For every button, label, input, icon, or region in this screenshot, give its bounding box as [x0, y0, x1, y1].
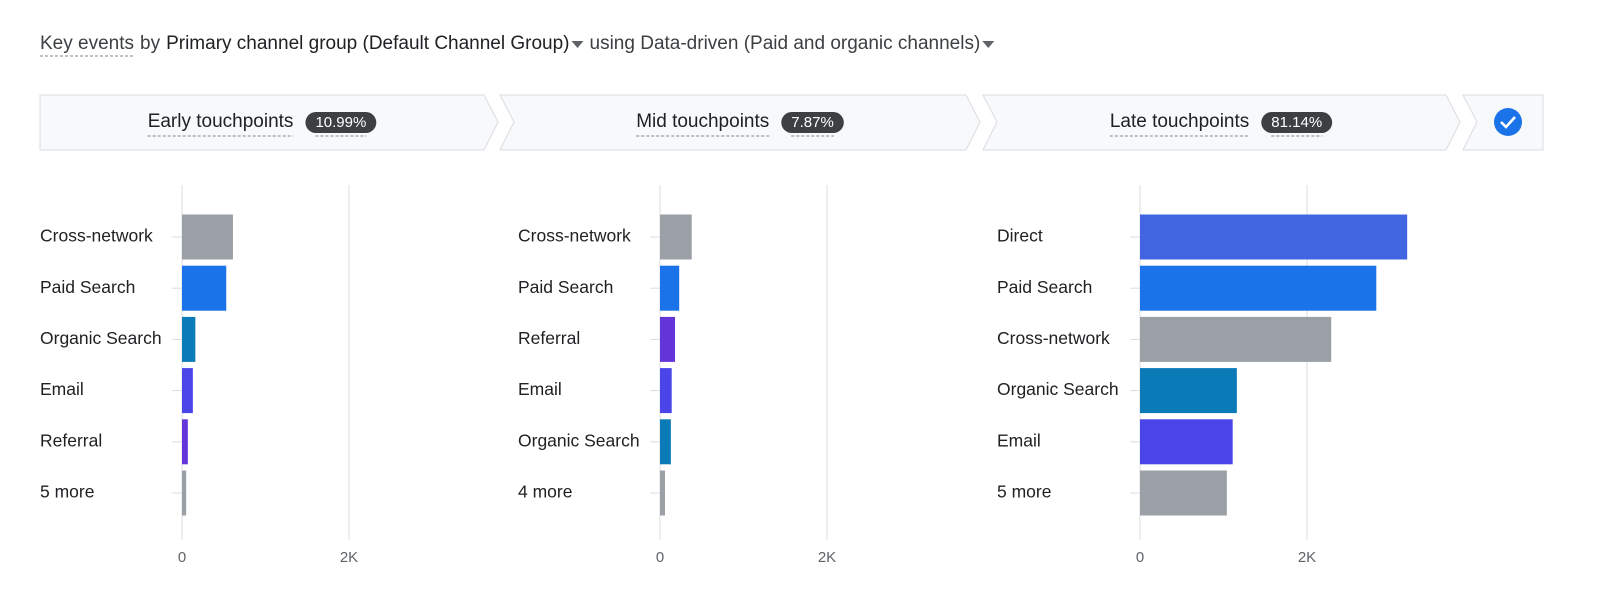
- bar[interactable]: [660, 368, 672, 414]
- stage-label: Early touchpoints: [148, 111, 294, 132]
- dropdown-caret: [982, 41, 995, 48]
- category-label: Organic Search: [40, 328, 162, 348]
- category-label: Direct: [997, 226, 1043, 246]
- share-badge: [781, 112, 844, 133]
- category-label: 5 more: [997, 482, 1051, 502]
- category-label: Email: [40, 379, 84, 399]
- category-label: Email: [997, 430, 1041, 450]
- bar[interactable]: [182, 419, 188, 465]
- bar[interactable]: [1140, 419, 1233, 465]
- x-tick-label: 2K: [1298, 549, 1316, 566]
- check-mark: [1500, 116, 1516, 129]
- category-label: Paid Search: [518, 277, 613, 297]
- bar[interactable]: [1140, 316, 1332, 362]
- x-tick-label: 2K: [340, 549, 358, 566]
- check-icon: [1494, 108, 1522, 136]
- category-label: Referral: [40, 430, 102, 450]
- category-label: Paid Search: [997, 277, 1092, 297]
- header-by: by: [140, 33, 161, 54]
- bar[interactable]: [1140, 470, 1227, 516]
- share-badge: [1261, 112, 1333, 133]
- bar[interactable]: [660, 214, 692, 260]
- bar[interactable]: [182, 214, 233, 260]
- stage-label: Late touchpoints: [1110, 111, 1249, 132]
- stage-share: 10.99%: [315, 114, 366, 131]
- category-label: Email: [518, 379, 562, 399]
- bar[interactable]: [1140, 368, 1237, 414]
- category-label: 5 more: [40, 482, 94, 502]
- category-label: Paid Search: [40, 277, 135, 297]
- header-using: using Data-driven (Paid and organic chan…: [590, 33, 981, 54]
- stage-tab[interactable]: [499, 94, 981, 151]
- category-label: Organic Search: [997, 379, 1119, 399]
- category-label: Organic Search: [518, 430, 640, 450]
- header-metric: Key events: [40, 33, 134, 54]
- bar-chart: 0 2K Cross-network Paid Search Organic Searc…: [40, 185, 358, 566]
- x-tick-label: 0: [1136, 549, 1144, 566]
- stage-share: 7.87%: [791, 114, 834, 131]
- x-tick-label: 2K: [818, 549, 836, 566]
- header: Key events by Primary channel group (Defau…: [40, 33, 995, 57]
- bar-chart: 0 2K Direct Paid Search Cross-network Organic…: [997, 185, 1408, 566]
- bar-chart: 0 2K Cross-network Paid Search Referral Email…: [518, 185, 836, 566]
- share-badge: [305, 112, 377, 133]
- stage-tabs: Early touchpoints 10.99% Mid touchpoints 7.…: [39, 94, 1544, 151]
- x-tick-label: 0: [178, 549, 186, 566]
- category-label: Cross-network: [40, 226, 153, 246]
- category-label: Cross-network: [997, 328, 1110, 348]
- header-dimension: Primary channel group (Default Channel G…: [166, 33, 569, 54]
- category-label: 4 more: [518, 482, 572, 502]
- category-label: Referral: [518, 328, 580, 348]
- bar[interactable]: [660, 316, 676, 362]
- bar[interactable]: [182, 265, 227, 311]
- bar[interactable]: [1140, 265, 1377, 311]
- stage-share: 81.14%: [1271, 114, 1322, 131]
- stage-label: Mid touchpoints: [636, 111, 769, 132]
- dropdown-caret: [571, 41, 584, 48]
- x-tick-label: 0: [656, 549, 664, 566]
- bar[interactable]: [660, 265, 680, 311]
- bar[interactable]: [182, 368, 193, 414]
- bar[interactable]: [1140, 214, 1408, 260]
- bar[interactable]: [660, 419, 671, 465]
- stage-tab[interactable]: [982, 94, 1461, 151]
- bar[interactable]: [182, 470, 187, 516]
- category-label: Cross-network: [518, 226, 631, 246]
- bar[interactable]: [182, 316, 196, 362]
- bar[interactable]: [660, 470, 666, 516]
